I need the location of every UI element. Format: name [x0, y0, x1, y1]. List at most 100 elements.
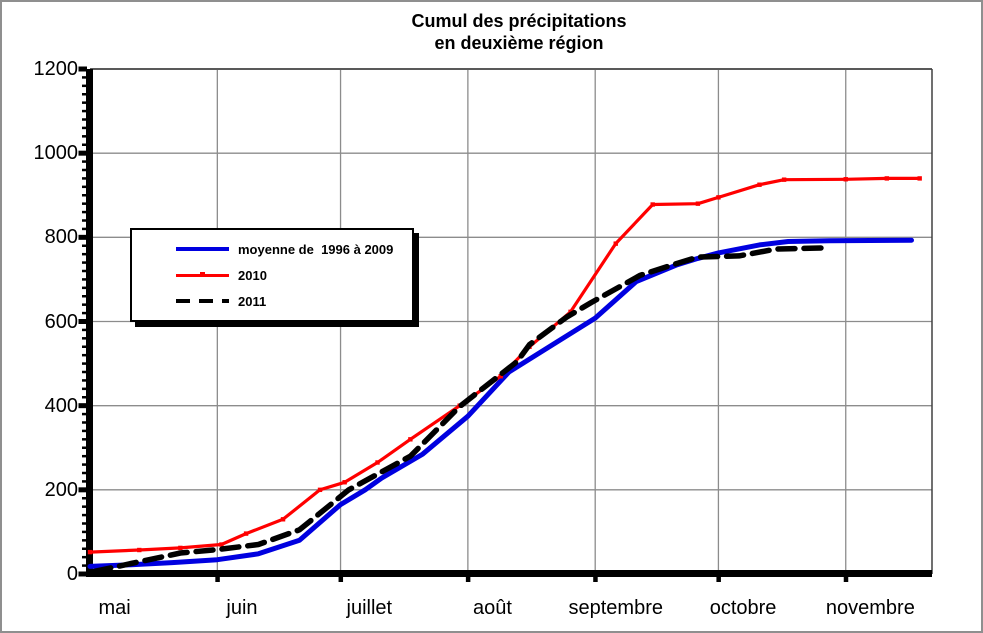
- x-tick-juillet: [338, 577, 344, 582]
- y-minor-tick: [82, 252, 87, 256]
- x-tick-label-août: août: [473, 597, 512, 619]
- y-minor-tick: [82, 219, 87, 222]
- y-minor-tick: [82, 454, 87, 458]
- x-tick-août: [465, 577, 471, 582]
- legend-label-2011: 2011: [238, 293, 267, 309]
- series-marker-2010: [917, 176, 922, 181]
- y-minor-tick: [82, 362, 87, 365]
- y-tick-label-1200: 1200: [33, 58, 79, 80]
- y-minor-tick: [82, 278, 87, 281]
- y-minor-tick: [82, 471, 87, 475]
- y-minor-tick: [82, 177, 87, 180]
- y-minor-tick: [82, 530, 87, 534]
- y-minor-tick: [82, 303, 87, 306]
- x-tick-label-juillet: juillet: [346, 597, 393, 619]
- y-minor-tick: [82, 379, 87, 382]
- y-major-tick-400: [78, 403, 87, 409]
- y-minor-tick: [82, 555, 87, 559]
- legend-item-2011: 2011: [176, 293, 412, 309]
- series-marker-2010: [757, 182, 762, 187]
- y-minor-tick: [82, 446, 87, 449]
- x-tick-septembre: [593, 577, 598, 582]
- y-minor-tick: [82, 168, 87, 172]
- y-minor-tick: [82, 337, 87, 340]
- series-marker-2010: [695, 201, 701, 206]
- y-minor-tick: [82, 513, 87, 517]
- x-tick-label-novembre: novembre: [825, 597, 915, 619]
- y-tick-label-1000: 1000: [33, 142, 79, 165]
- y-minor-tick: [82, 101, 87, 104]
- legend-item-2010: 2010: [176, 267, 412, 283]
- y-minor-tick: [82, 126, 87, 130]
- series-marker-2010: [613, 241, 618, 246]
- y-major-tick-1200: [78, 66, 87, 72]
- y-minor-tick: [82, 295, 87, 298]
- y-minor-tick: [82, 160, 87, 163]
- y-minor-tick: [82, 109, 87, 113]
- legend-item-moyenne: moyenne de 1996 à 2009: [176, 242, 412, 257]
- y-minor-tick: [82, 412, 87, 416]
- y-tick-label-600: 600: [44, 310, 78, 333]
- y-minor-tick: [82, 505, 87, 508]
- x-tick-label-octobre: octobre: [709, 597, 777, 619]
- y-minor-tick: [82, 93, 87, 96]
- y-minor-tick: [82, 194, 87, 197]
- series-marker-2010: [843, 177, 848, 182]
- y-minor-tick: [82, 421, 87, 424]
- series-marker-2010: [219, 542, 224, 547]
- y-minor-tick: [82, 227, 87, 231]
- y-minor-tick: [82, 353, 87, 357]
- y-minor-tick: [82, 311, 87, 315]
- series-marker-2010: [87, 549, 93, 555]
- y-minor-tick: [82, 84, 87, 88]
- y-minor-tick: [82, 396, 87, 399]
- y-tick-label-800: 800: [44, 226, 78, 249]
- y-minor-tick: [82, 547, 87, 550]
- series-marker-2010: [342, 480, 347, 485]
- x-tick-label-juin: juin: [226, 597, 258, 619]
- series-marker-2010: [375, 460, 380, 465]
- y-minor-tick: [82, 370, 87, 374]
- legend: moyenne de 1996 à 2009 2010 2011: [130, 228, 414, 322]
- x-tick-label-mai: mai: [98, 597, 131, 619]
- y-minor-tick: [82, 522, 87, 525]
- x-tick-novembre: [843, 577, 849, 582]
- y-minor-tick: [82, 497, 87, 500]
- series-marker-2010: [716, 195, 721, 200]
- y-minor-tick: [82, 328, 87, 332]
- legend-label-2010: 2010: [238, 267, 267, 283]
- series-marker-2010: [243, 531, 249, 536]
- series-marker-2010: [781, 177, 787, 182]
- x-tick-label-septembre: septembre: [568, 597, 663, 619]
- y-minor-tick: [82, 76, 87, 79]
- series-marker-2010: [884, 176, 890, 181]
- y-minor-tick: [82, 480, 87, 483]
- y-minor-tick: [82, 463, 87, 466]
- x-tick-octobre: [716, 577, 721, 582]
- y-tick-label-0: 0: [66, 563, 78, 585]
- series-line-moyenne-1996-2009: [87, 237, 914, 569]
- y-major-tick-1000: [78, 150, 87, 156]
- legend-line-sample-2011: [176, 299, 229, 303]
- y-minor-tick: [82, 185, 87, 189]
- series-marker-2010: [650, 202, 655, 207]
- chart-title: Cumul des précipitations en deuxième rég…: [411, 10, 626, 54]
- y-minor-tick: [82, 564, 87, 567]
- y-minor-tick: [82, 202, 87, 205]
- y-minor-tick: [82, 118, 87, 121]
- y-major-tick-200: [78, 487, 87, 493]
- series-marker-2010: [178, 545, 183, 551]
- y-minor-tick: [82, 269, 87, 273]
- y-minor-tick: [82, 438, 87, 441]
- series-marker-2010: [498, 374, 503, 379]
- series-line-2011: [91, 245, 828, 575]
- chart-title-line2: en deuxième région: [434, 33, 604, 53]
- y-axis-line: [86, 69, 93, 577]
- chart-title-line1: Cumul des précipitations: [411, 11, 627, 31]
- legend-line-sample-2010: [176, 272, 229, 277]
- x-tick-juin: [215, 577, 220, 582]
- y-minor-tick: [82, 539, 87, 542]
- x-axis-line: [86, 570, 932, 577]
